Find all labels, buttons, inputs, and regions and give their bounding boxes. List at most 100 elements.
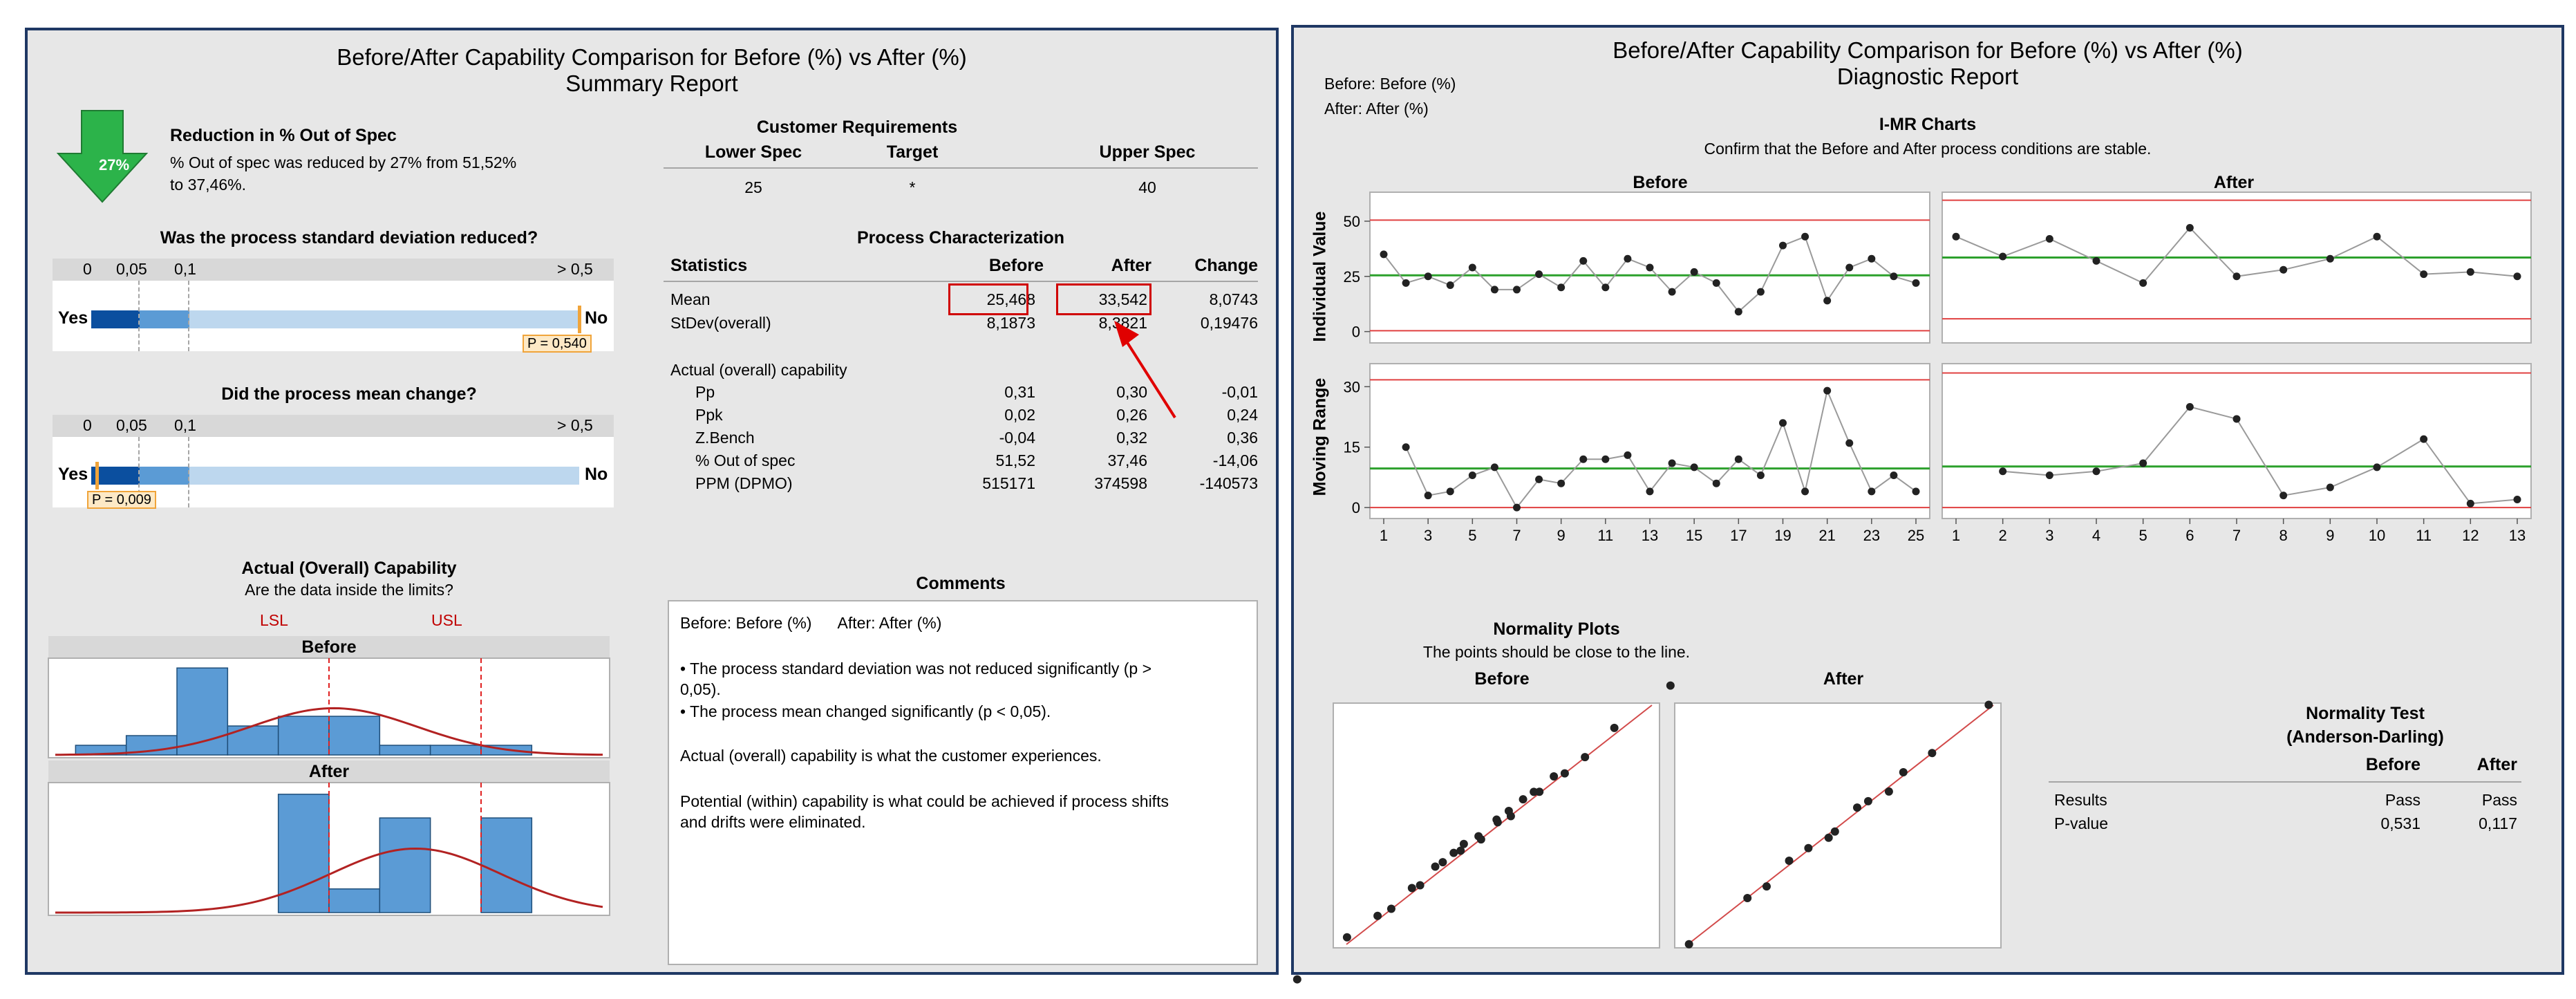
x-tick-label: 1 — [1380, 527, 1388, 544]
data-point — [1734, 455, 1742, 463]
data-point — [1402, 443, 1410, 451]
imr-subtitle: Confirm that the Before and After proces… — [1704, 140, 2152, 158]
cr-value-target: * — [909, 178, 916, 196]
sd-no-label: No — [585, 308, 608, 328]
np-point — [1785, 857, 1794, 866]
data-point — [2092, 467, 2100, 476]
comments-title: Comments — [916, 574, 1006, 593]
data-point — [1756, 288, 1765, 296]
hist-bar — [328, 716, 381, 756]
data-point — [1601, 455, 1610, 463]
data-point — [1668, 459, 1676, 467]
data-point — [1690, 268, 1698, 276]
data-point — [2185, 224, 2194, 232]
np-point — [1804, 843, 1813, 852]
cap-row-before: 515171 — [982, 474, 1035, 492]
np-point — [1431, 862, 1440, 871]
summary-subtitle: Summary Report — [565, 71, 738, 96]
data-point — [1579, 455, 1588, 463]
data-point — [2326, 483, 2334, 492]
mean-bar-dark — [91, 467, 140, 485]
data-point — [1912, 487, 1920, 496]
normality-plot-after — [1684, 700, 1994, 949]
hist-bar — [277, 716, 330, 756]
data-point — [2279, 265, 2288, 274]
cap-row-after: 0,26 — [1116, 406, 1147, 424]
data-point — [2513, 272, 2521, 281]
x-tick-label: 6 — [2185, 527, 2194, 544]
cap-row-label: Ppk — [695, 406, 723, 424]
data-point — [1712, 479, 1720, 487]
np-point — [1456, 846, 1465, 855]
np-point — [1863, 796, 1872, 805]
hist-after-label: After — [308, 762, 350, 781]
hist-bar — [328, 888, 381, 913]
np-point — [1449, 848, 1458, 857]
data-point — [1823, 297, 1832, 305]
cap-row-before: 0,31 — [1004, 383, 1035, 401]
annotation-arrow-icon — [1114, 321, 1176, 419]
imr-title: I-MR Charts — [1879, 115, 1977, 134]
np-point — [1416, 881, 1425, 890]
data-point — [1446, 487, 1454, 496]
data-point — [1823, 386, 1832, 395]
sd-tick-01: 0,1 — [174, 260, 196, 278]
mean-tick-line-005 — [138, 437, 140, 507]
data-point — [1801, 232, 1809, 241]
reduction-arrow-label: 27% — [98, 156, 130, 174]
data-point — [1779, 419, 1787, 427]
diag-after-note: After: After (%) — [1324, 100, 1429, 118]
cap-row-label: Pp — [695, 383, 715, 401]
np-point — [1292, 975, 1301, 984]
data-point — [1424, 272, 1432, 281]
data-point — [2326, 254, 2334, 263]
highlight-before-mean — [948, 283, 1028, 315]
cr-value-lower: 25 — [744, 178, 762, 196]
data-point — [2185, 402, 2194, 411]
mean-tick-0: 0 — [83, 416, 92, 434]
normality-before-box — [1333, 702, 1660, 949]
data-point — [2139, 279, 2147, 287]
nt-header-before: Before — [2365, 755, 2420, 774]
pc-header-after: After — [1111, 256, 1151, 275]
normality-subtitle: The points should be close to the line. — [1422, 643, 1691, 661]
pc-divider — [664, 281, 1258, 282]
data-point — [2279, 492, 2288, 500]
normality-plot-before — [1292, 681, 1675, 984]
normality-title: Normality Plots — [1493, 619, 1620, 639]
series-line — [1405, 388, 1917, 509]
x-tick-label: 12 — [2462, 527, 2479, 544]
data-point — [1557, 479, 1566, 487]
data-point — [2232, 272, 2241, 281]
pc-header-change: Change — [1194, 256, 1258, 275]
data-point — [1513, 503, 1521, 512]
imr-plot-area — [1942, 363, 2532, 519]
cap-row-change: -14,06 — [1212, 451, 1258, 469]
data-point — [1490, 286, 1498, 294]
data-point — [1845, 439, 1854, 447]
pc-row-sd-before: 8,1873 — [986, 314, 1035, 332]
data-point — [1712, 279, 1720, 287]
data-point — [2373, 232, 2381, 241]
pc-header-statistics: Statistics — [670, 256, 748, 275]
cap-row-before: -0,04 — [999, 429, 1035, 447]
cap-row-after: 37,46 — [1107, 451, 1147, 469]
x-tick-label: 15 — [1686, 527, 1702, 544]
pc-header-before: Before — [988, 256, 1044, 275]
data-point — [1424, 492, 1432, 500]
data-point — [1468, 472, 1476, 480]
data-point — [1380, 250, 1388, 259]
x-tick-label: 3 — [1424, 527, 1432, 544]
nt-pvalue-label: P-value — [2054, 814, 2108, 832]
data-point — [1468, 263, 1476, 272]
process-char-title: Process Characterization — [856, 228, 1065, 248]
histogram-before — [48, 657, 610, 758]
diag-title: Before/After Capability Comparison for B… — [1613, 37, 2243, 63]
data-point — [2139, 459, 2147, 467]
cap-row-label: PPM (DPMO) — [695, 474, 793, 492]
np-point — [1519, 795, 1527, 804]
np-point — [1984, 700, 1993, 709]
np-point — [1373, 911, 1382, 920]
summary-title: Before/After Capability Comparison for B… — [337, 44, 967, 70]
data-point — [2466, 499, 2474, 507]
